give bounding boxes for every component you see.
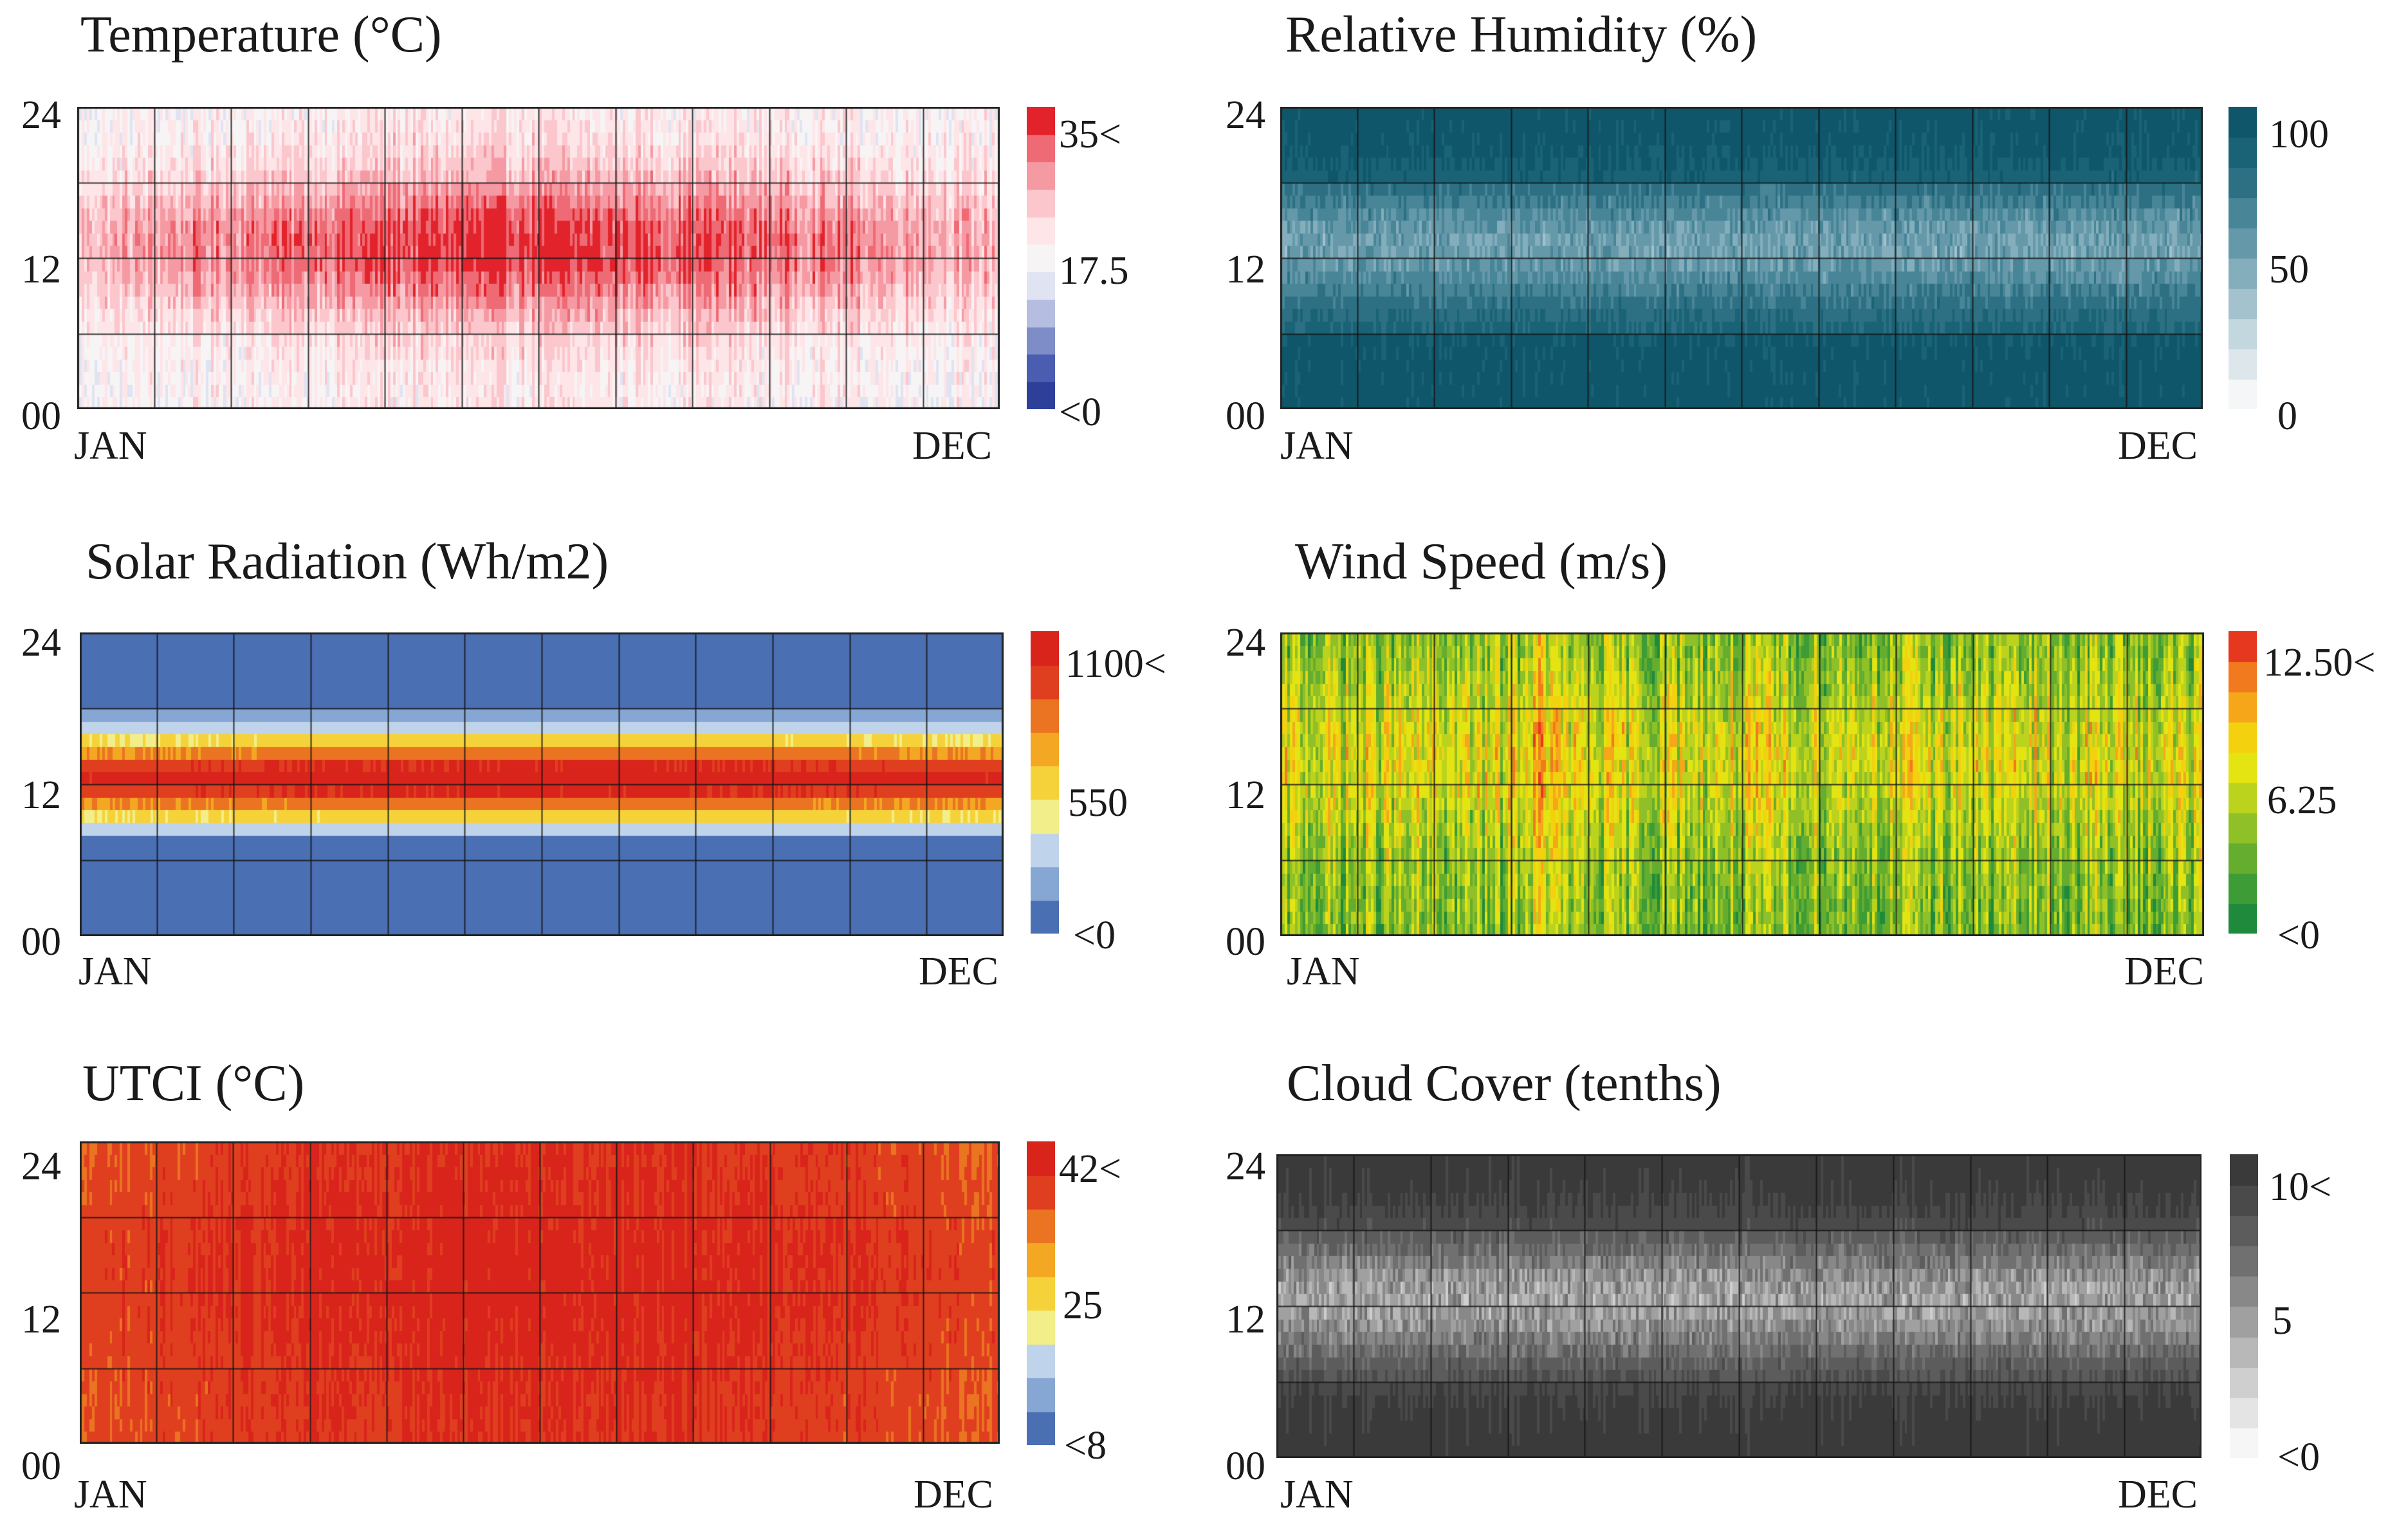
- colorbar-tick-low: <0: [2277, 914, 2320, 957]
- colorbar-tick-mid: 17.5: [1059, 249, 1129, 293]
- colorbar-tick-high: 12.50<: [2263, 641, 2376, 685]
- cloud-cover-colorbar: [2230, 1154, 2258, 1458]
- y-tick-12: 12: [21, 248, 61, 291]
- y-tick-12: 12: [1226, 248, 1265, 291]
- y-tick-00: 00: [21, 394, 61, 438]
- utci-panel: UTCI (°C) 24 12 00 JAN DEC 42< 25 <8: [0, 1020, 1204, 1530]
- x-tick-dec: DEC: [2118, 1473, 2198, 1516]
- y-tick-12: 12: [21, 773, 61, 817]
- colorbar-tick-mid: 6.25: [2267, 779, 2337, 822]
- x-tick-dec: DEC: [919, 950, 998, 993]
- colorbar-tick-high: 10<: [2269, 1165, 2331, 1209]
- humidity-colorbar: [2229, 107, 2257, 409]
- panel-title: Wind Speed (m/s): [1295, 533, 1668, 590]
- humidity-panel: Relative Humidity (%) 24 12 00 JAN DEC 1…: [1204, 0, 2408, 510]
- y-tick-24: 24: [21, 93, 61, 137]
- x-tick-dec: DEC: [2124, 950, 2204, 993]
- panel-title: Cloud Cover (tenths): [1287, 1055, 1722, 1112]
- panel-title: Relative Humidity (%): [1285, 6, 1758, 63]
- cloud-cover-heatmap: [1276, 1154, 2201, 1458]
- y-tick-00: 00: [1226, 1444, 1265, 1488]
- panel-title: Solar Radiation (Wh/m2): [86, 533, 609, 590]
- y-tick-24: 24: [21, 621, 61, 665]
- y-tick-12: 12: [1226, 1298, 1265, 1341]
- temperature-heatmap: [77, 107, 1000, 409]
- y-tick-12: 12: [21, 1298, 61, 1341]
- y-tick-24: 24: [21, 1145, 61, 1188]
- wind-speed-heatmap: [1280, 632, 2204, 936]
- colorbar-tick-high: 42<: [1059, 1147, 1121, 1191]
- y-tick-24: 24: [1226, 1145, 1265, 1188]
- colorbar-tick-high: 35<: [1059, 113, 1121, 156]
- colorbar-tick-low: 0: [2277, 394, 2297, 438]
- x-tick-jan: JAN: [1280, 424, 1354, 468]
- y-tick-00: 00: [1226, 920, 1265, 964]
- colorbar-tick-low: <0: [1073, 914, 1116, 957]
- x-tick-jan: JAN: [1287, 950, 1360, 993]
- colorbar-tick-mid: 550: [1068, 781, 1128, 825]
- humidity-heatmap: [1280, 107, 2203, 409]
- colorbar-tick-mid: 25: [1063, 1284, 1103, 1327]
- x-tick-dec: DEC: [912, 424, 992, 468]
- cloud-cover-panel: Cloud Cover (tenths) 24 12 00 JAN DEC 10…: [1204, 1020, 2408, 1530]
- y-tick-24: 24: [1226, 93, 1265, 137]
- solar-radiation-heatmap: [80, 632, 1004, 936]
- panel-title: Temperature (°C): [80, 6, 442, 63]
- y-tick-00: 00: [1226, 394, 1265, 438]
- x-tick-dec: DEC: [914, 1473, 993, 1516]
- colorbar-tick-low: <8: [1064, 1424, 1107, 1468]
- y-tick-24: 24: [1226, 621, 1265, 665]
- x-tick-jan: JAN: [74, 424, 147, 468]
- solar-radiation-colorbar: [1031, 631, 1059, 934]
- panel-title: UTCI (°C): [82, 1055, 305, 1112]
- y-tick-12: 12: [1226, 773, 1265, 817]
- colorbar-tick-mid: 5: [2272, 1299, 2292, 1343]
- colorbar-tick-high: 100: [2269, 113, 2329, 156]
- wind-speed-panel: Wind Speed (m/s) 24 12 00 JAN DEC 12.50<…: [1204, 510, 2408, 1020]
- temperature-panel: Temperature (°C) 24 12 00 JAN DEC 35< 17…: [0, 0, 1204, 510]
- colorbar-tick-low: <0: [1059, 391, 1101, 434]
- colorbar-tick-mid: 50: [2269, 248, 2309, 291]
- utci-heatmap: [80, 1141, 1000, 1444]
- colorbar-tick-low: <0: [2277, 1435, 2320, 1479]
- y-tick-00: 00: [21, 920, 61, 964]
- colorbar-tick-high: 1100<: [1065, 642, 1166, 686]
- solar-radiation-panel: Solar Radiation (Wh/m2) 24 12 00 JAN DEC…: [0, 510, 1204, 1020]
- x-tick-jan: JAN: [1280, 1473, 1354, 1516]
- x-tick-jan: JAN: [78, 950, 152, 993]
- temperature-colorbar: [1027, 107, 1055, 409]
- wind-speed-colorbar: [2229, 631, 2257, 934]
- x-tick-dec: DEC: [2118, 424, 2198, 468]
- utci-colorbar: [1027, 1141, 1055, 1445]
- x-tick-jan: JAN: [74, 1473, 147, 1516]
- y-tick-00: 00: [21, 1444, 61, 1488]
